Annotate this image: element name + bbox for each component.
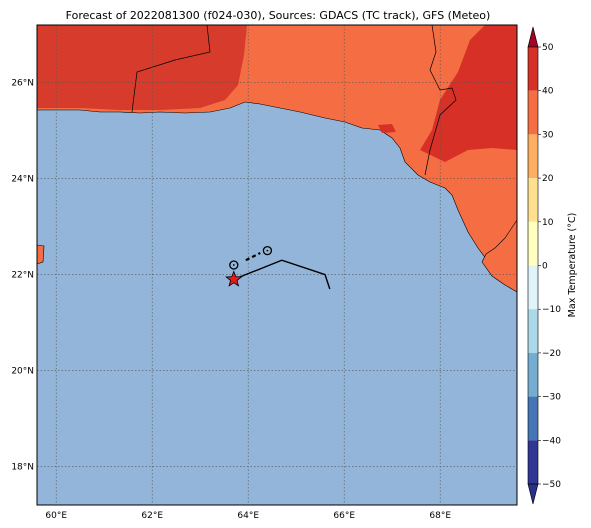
land-southeast [481,219,518,293]
colorbar-band [528,352,538,397]
colorbar-tick-label: −10 [542,305,561,315]
past-position-dot [266,249,269,252]
colorbar-tick-label: 0 [542,262,548,272]
colorbar-label: Max Temperature (°C) [567,213,578,318]
colorbar-tick-label: 30 [542,130,554,140]
lon-tick-label: 60°E [45,511,67,521]
past-position-dot [232,264,235,266]
past-track-line [245,252,261,262]
lat-tick-label: 22°N [11,271,34,281]
lat-tick-label: 18°N [11,463,34,473]
colorbar-tick-label: −20 [542,349,561,359]
colorbar-tick-label: −30 [542,393,561,403]
colorbar-band [528,440,538,484]
map-frame [36,24,518,506]
colorbar-tick-label: −50 [542,480,561,490]
land-hot-west [37,25,247,110]
lon-tick-label: 64°E [237,511,259,521]
colorbar-ticks: 50 40 30 20 10 0 −10 −20 −30 −40 −50 [538,43,561,490]
lat-tick-label: 24°N [11,175,34,185]
colorbar-tick-label: −40 [542,436,561,446]
lon-tick-label: 68°E [429,511,451,521]
lat-tick-label: 20°N [11,367,34,377]
gridlines [37,25,517,505]
colorbar-tick-label: 40 [542,87,554,97]
colorbar-tick-label: 50 [542,43,554,53]
current-position-star [225,270,243,287]
colorbar-tick-label: 10 [542,218,554,228]
land-hot-east [420,25,517,162]
map-title: Forecast of 2022081300 (f024-030), Sourc… [66,9,491,22]
colorbar-band [528,90,538,135]
land-west-edge [36,244,45,265]
colorbar-band [528,221,538,266]
lon-tick-label: 62°E [141,511,163,521]
colorbar-extend-bottom [527,483,539,505]
map-area [36,24,518,506]
forecast-track-line [233,259,331,290]
lat-tick-label: 26°N [11,79,34,89]
past-position-marker [262,245,273,256]
land-hot-coast [378,124,396,133]
lon-tick-label: 66°E [333,511,355,521]
colorbar-band [528,178,538,222]
colorbar-band [528,396,538,441]
colorbar: 50 40 30 20 10 0 −10 −20 −30 −40 −50 Max Temperatu… [527,26,578,505]
colorbar-bands [527,26,539,505]
colorbar-tick-label: 20 [542,174,554,184]
border-lines [131,24,457,176]
cyclone-track [225,245,331,290]
colorbar-band [528,309,538,353]
colorbar-band [528,47,538,91]
axis-ticks: 60°E 62°E 64°E 66°E 68°E 18°N 20°N 22°N 24°N 26°N [11,79,451,521]
past-position-marker [229,260,239,270]
colorbar-extend-top [527,26,539,48]
colorbar-band [528,134,538,179]
colorbar-band [528,265,538,310]
